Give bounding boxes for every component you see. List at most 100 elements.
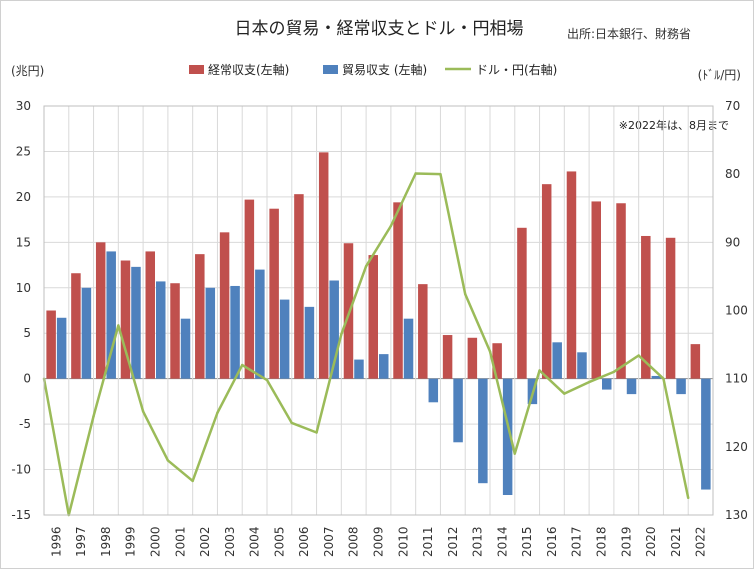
year-label-2006: 2006 [297, 526, 311, 557]
usd-jpy-point-2017 [563, 392, 566, 395]
usd-jpy-point-2009 [364, 264, 368, 268]
current-account-bar-2005 [269, 208, 279, 379]
left-tick-label: 0 [23, 372, 31, 386]
current-account-bar-2003 [219, 232, 230, 379]
left-tick-label: 25 [16, 144, 31, 158]
current-account-bar-1996 [46, 310, 56, 379]
usd-jpy-point-2007 [315, 431, 318, 434]
right-tick-label: 120 [725, 440, 748, 454]
current-account-bar-2022 [690, 344, 701, 379]
trade-balance-bar-1999 [131, 266, 141, 379]
legend-label: 貿易収支 (左軸) [342, 62, 427, 77]
current-account-bar-1997 [71, 273, 81, 379]
left-tick-label: 5 [23, 326, 31, 340]
left-tick-label: -5 [19, 417, 31, 431]
exchange-rate-line [42, 172, 690, 517]
trade-balance-bar-2008 [354, 359, 364, 379]
usd-jpy-point-1999 [117, 324, 120, 327]
usd-jpy-point-2020 [637, 354, 640, 357]
left-tick-label: 30 [16, 99, 31, 113]
usd-jpy-point-2013 [464, 292, 467, 296]
trade-balance-bar-2020 [651, 375, 662, 379]
trade-balance-bar-1998 [106, 251, 116, 379]
year-label-1997: 1997 [74, 526, 88, 557]
trade-balance-bar-2004 [255, 269, 265, 379]
year-label-1999: 1999 [124, 526, 138, 557]
year-label-2016: 2016 [545, 526, 559, 557]
usd-jpy-point-2012 [439, 172, 442, 176]
year-label-2002: 2002 [198, 526, 212, 557]
bars [46, 152, 711, 496]
usd-jpy-point-2005 [265, 378, 269, 382]
current-account-bar-2006 [294, 194, 304, 379]
year-label-2007: 2007 [322, 526, 336, 557]
trade-balance-bar-2001 [180, 318, 191, 379]
current-account-bar-2014 [492, 343, 502, 379]
trade-balance-bar-2017 [577, 352, 587, 379]
current-account-bar-2015 [517, 227, 527, 379]
usd-jpy-point-2019 [612, 370, 616, 374]
usd-jpy-point-2008 [340, 333, 343, 336]
current-account-bar-2019 [616, 203, 626, 379]
current-account-bar-2011 [418, 284, 428, 379]
legend-swatch [323, 65, 338, 74]
right-tick-label: 130 [725, 508, 748, 522]
trade-balance-bar-2007 [329, 280, 339, 379]
year-label-2017: 2017 [570, 526, 584, 557]
usd-jpy-point-2021 [662, 377, 665, 380]
usd-jpy-point-2018 [587, 380, 591, 384]
right-tick-label: 70 [725, 99, 740, 113]
left-tick-label: -10 [11, 463, 31, 477]
current-account-bar-2004 [244, 199, 255, 379]
usd-jpy-point-2003 [216, 411, 219, 414]
year-label-2019: 2019 [619, 526, 633, 557]
trade-balance-bar-2021 [676, 378, 686, 395]
trade-balance-bar-2002 [205, 287, 216, 379]
trade-balance-bar-2006 [304, 306, 315, 379]
current-account-bar-2000 [145, 251, 155, 379]
trade-balance-bar-2005 [279, 299, 290, 379]
left-axis-unit: (兆円) [11, 64, 44, 78]
year-label-2012: 2012 [446, 526, 460, 557]
trade-balance-bar-2014 [502, 378, 513, 496]
year-label-2009: 2009 [372, 526, 386, 557]
gridlines [43, 105, 714, 516]
legend-swatch [189, 65, 204, 74]
left-tick-label: -15 [11, 508, 31, 522]
trade-balance-bar-2011 [428, 378, 439, 403]
plot-area-border [43, 105, 714, 516]
year-label-2011: 2011 [421, 526, 435, 557]
year-label-1998: 1998 [99, 526, 113, 557]
source-note: 出所:日本銀行、財務省 [567, 26, 691, 41]
usd-jpy-point-2016 [538, 369, 541, 372]
right-tick-label: 90 [725, 235, 740, 249]
current-account-bar-2010 [393, 202, 403, 379]
trade-balance-bar-1997 [81, 287, 92, 379]
year-label-2018: 2018 [595, 526, 609, 557]
year-label-2014: 2014 [495, 526, 509, 557]
year-label-2020: 2020 [644, 526, 658, 557]
usd-jpy-point-2002 [191, 479, 194, 483]
current-account-bar-2016 [541, 184, 552, 379]
left-tick-label: 20 [16, 190, 31, 204]
usd-jpy-point-2010 [389, 224, 393, 228]
trade-balance-bar-2000 [156, 281, 166, 379]
left-tick-label: 10 [16, 281, 31, 295]
right-tick-label: 110 [725, 372, 748, 386]
legend-label: ドル・円(右軸) [476, 62, 557, 77]
current-account-bar-2012 [442, 335, 453, 379]
legend-label: 経常収支(左軸) [208, 62, 289, 77]
trade-balance-bar-1996 [56, 317, 67, 379]
usd-jpy-point-2006 [290, 421, 293, 425]
trade-balance-bar-2019 [626, 378, 637, 395]
current-account-bar-2018 [591, 201, 601, 379]
current-account-bar-2002 [195, 254, 205, 379]
current-account-bar-2007 [318, 152, 329, 379]
trade-balance-bar-2009 [379, 354, 389, 379]
usd-jpy-point-1998 [92, 414, 95, 418]
legend: 経常収支(左軸) 貿易収支 (左軸) ドル・円(右軸) [189, 62, 557, 77]
trade-balance-bar-2016 [552, 342, 562, 379]
axes: 302520151050-5-10-1570809010011012013019… [11, 99, 748, 557]
